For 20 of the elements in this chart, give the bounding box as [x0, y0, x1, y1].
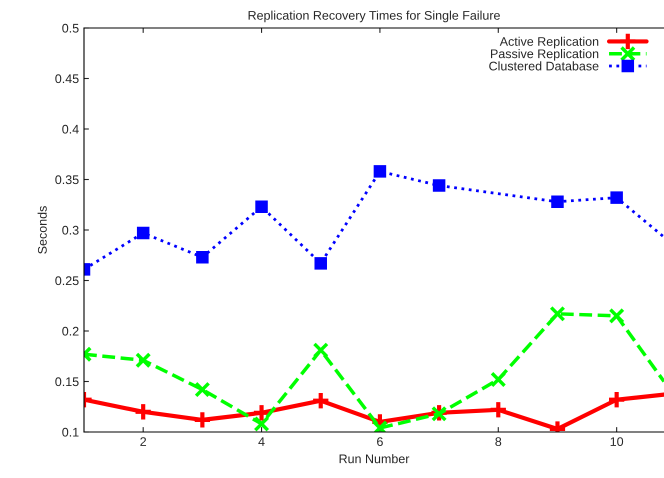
- y-tick-label: 0.15: [55, 377, 79, 386]
- chart-title: Replication Recovery Times for Single Failure: [248, 10, 500, 22]
- y-tick-label: 0.3: [62, 226, 79, 235]
- x-tick-label: 6: [377, 437, 383, 446]
- x-tick-label: 2: [140, 437, 146, 446]
- x-tick-label: 8: [495, 437, 502, 446]
- y-tick-label: 0.45: [55, 74, 79, 84]
- legend-label: Passive Replication: [490, 49, 598, 61]
- x-axis-title: Run Number: [340, 454, 410, 464]
- x-tick-label: 4: [258, 437, 265, 446]
- y-tick-label: 0.5: [62, 24, 79, 33]
- legend-label: Clustered Database: [489, 61, 598, 70]
- x-tick-label: 10: [610, 437, 624, 446]
- y-tick-label: 0.4: [62, 124, 79, 134]
- y-tick-label: 0.25: [55, 276, 79, 286]
- y-tick-label: 0.2: [62, 326, 79, 336]
- y-axis-title: Seconds: [38, 206, 47, 254]
- y-tick-label: 0.1: [62, 428, 79, 437]
- legend-label: Active Replication: [500, 36, 598, 48]
- y-tick-label: 0.35: [55, 175, 79, 184]
